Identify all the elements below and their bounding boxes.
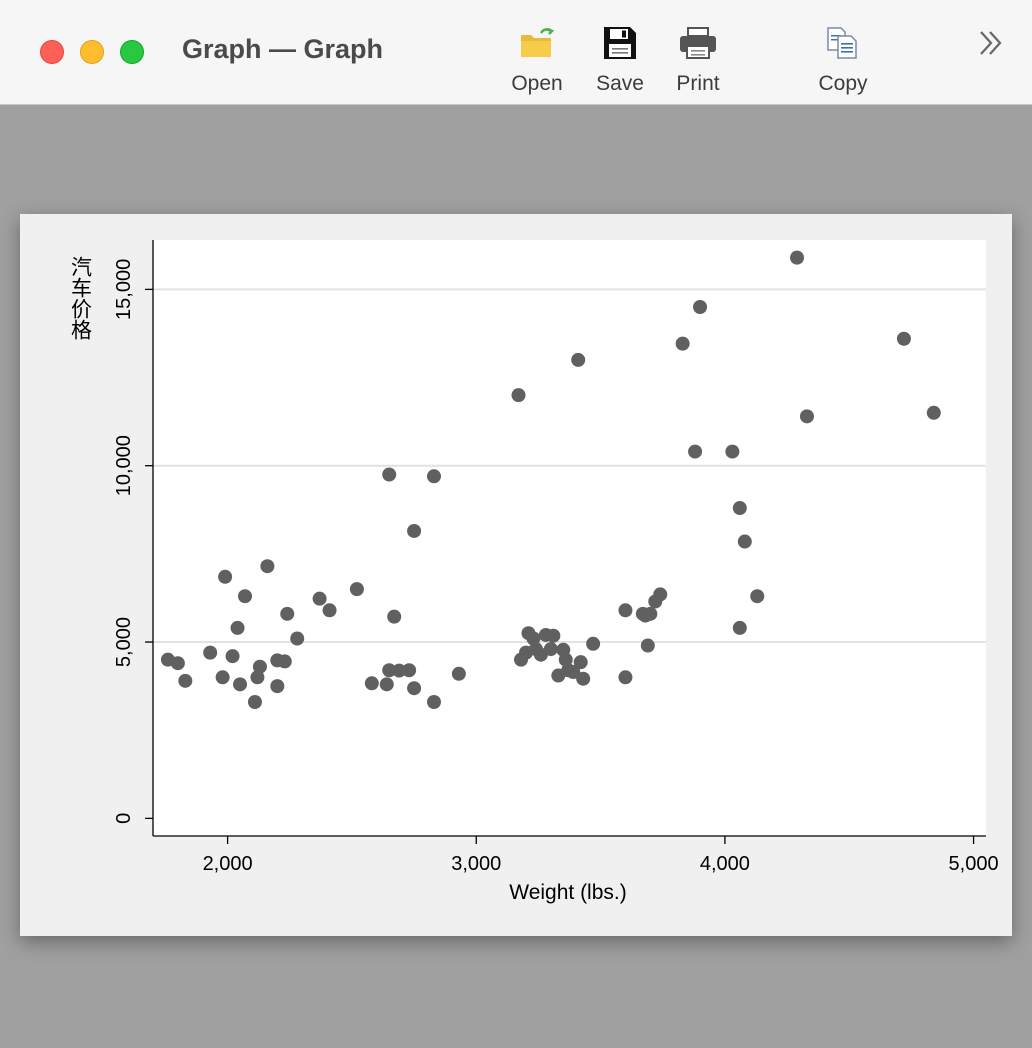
data-point xyxy=(277,654,292,669)
data-point xyxy=(546,628,561,643)
data-point xyxy=(586,636,601,651)
data-point xyxy=(280,606,295,621)
x-axis-label: Weight (lbs.) xyxy=(509,881,626,904)
y-axis-label: 汽车价格 xyxy=(69,256,93,340)
data-point xyxy=(543,642,558,657)
y-axis-ticks: 0 5,000 10,000 15,000 xyxy=(113,259,153,824)
folder-open-icon xyxy=(508,22,566,64)
data-point xyxy=(247,694,262,709)
close-window-button[interactable] xyxy=(40,40,64,64)
data-point xyxy=(732,620,747,635)
data-point xyxy=(799,409,814,424)
copy-button[interactable]: Copy xyxy=(812,22,874,96)
data-point xyxy=(693,300,708,315)
data-point xyxy=(322,603,337,618)
data-point xyxy=(407,681,422,696)
data-point xyxy=(896,331,911,346)
data-point xyxy=(392,663,407,678)
y-tick-label: 5,000 xyxy=(113,617,135,667)
title-bar: Graph — Graph Open xyxy=(0,0,1032,105)
data-point xyxy=(451,666,466,681)
data-point xyxy=(725,444,740,459)
floppy-disk-icon xyxy=(592,22,648,64)
data-point xyxy=(675,336,690,351)
data-point xyxy=(688,444,703,459)
data-point xyxy=(238,589,253,604)
open-button-label: Open xyxy=(511,72,563,95)
printer-icon xyxy=(670,22,726,64)
data-point xyxy=(526,631,541,646)
x-tick-label: 2,000 xyxy=(203,853,253,875)
minimize-window-button[interactable] xyxy=(80,40,104,64)
x-axis-ticks: 2,000 3,000 4,000 5,000 xyxy=(203,836,999,875)
graph-panel: 2,000 3,000 4,000 5,000 0 5,000 10,000 15,000 … xyxy=(20,214,1012,936)
data-point xyxy=(215,670,230,685)
data-point xyxy=(737,534,752,549)
data-point xyxy=(170,656,185,671)
data-point xyxy=(349,582,364,597)
data-point xyxy=(618,670,633,685)
data-points xyxy=(160,250,941,709)
data-point xyxy=(402,663,417,678)
data-point xyxy=(426,469,441,484)
data-point xyxy=(270,679,285,694)
open-button[interactable]: Open xyxy=(508,22,566,96)
print-button[interactable]: Print xyxy=(670,22,726,96)
copy-button-label: Copy xyxy=(818,72,868,95)
data-point xyxy=(225,649,240,664)
data-point xyxy=(576,671,591,686)
data-point xyxy=(618,603,633,618)
data-point xyxy=(218,569,233,584)
data-point xyxy=(790,250,805,265)
data-point xyxy=(252,659,267,674)
data-point xyxy=(732,501,747,516)
data-point xyxy=(926,405,941,420)
data-point xyxy=(640,638,655,653)
data-point xyxy=(653,587,668,602)
y-tick-label: 0 xyxy=(113,813,135,824)
data-point xyxy=(387,609,402,624)
data-point xyxy=(230,620,245,635)
copy-icon xyxy=(812,22,874,64)
save-button-label: Save xyxy=(596,72,644,95)
y-tick-label: 15,000 xyxy=(113,259,135,320)
data-point xyxy=(571,352,586,367)
data-point xyxy=(290,631,305,646)
save-button[interactable]: Save xyxy=(592,22,648,96)
print-button-label: Print xyxy=(676,72,720,95)
data-point xyxy=(364,676,379,691)
window-title: Graph — Graph xyxy=(182,34,384,64)
scatter-chart: 2,000 3,000 4,000 5,000 05,00010,00015,000 … xyxy=(69,240,999,904)
data-point xyxy=(643,606,658,621)
data-point xyxy=(407,523,422,538)
data-point xyxy=(511,388,526,403)
toolbar-overflow-button[interactable] xyxy=(976,28,1008,58)
data-point xyxy=(233,677,248,692)
x-tick-label: 5,000 xyxy=(949,853,999,875)
data-point xyxy=(312,591,327,606)
data-point xyxy=(178,673,193,688)
data-point xyxy=(750,589,765,604)
data-point xyxy=(260,559,275,574)
data-point xyxy=(558,652,573,667)
data-point xyxy=(379,677,394,692)
x-tick-label: 3,000 xyxy=(451,853,501,875)
data-point xyxy=(250,670,265,685)
data-point xyxy=(566,665,581,680)
y-tick-label: 10,000 xyxy=(113,435,135,496)
zoom-window-button[interactable] xyxy=(120,40,144,64)
data-point xyxy=(426,694,441,709)
data-point xyxy=(382,663,397,678)
x-tick-label: 4,000 xyxy=(700,853,750,875)
plot-area xyxy=(153,240,986,836)
data-point xyxy=(382,467,397,482)
chevron-double-right-icon xyxy=(980,31,1002,55)
data-point xyxy=(203,645,218,660)
axes xyxy=(152,240,986,837)
data-point xyxy=(573,655,588,670)
